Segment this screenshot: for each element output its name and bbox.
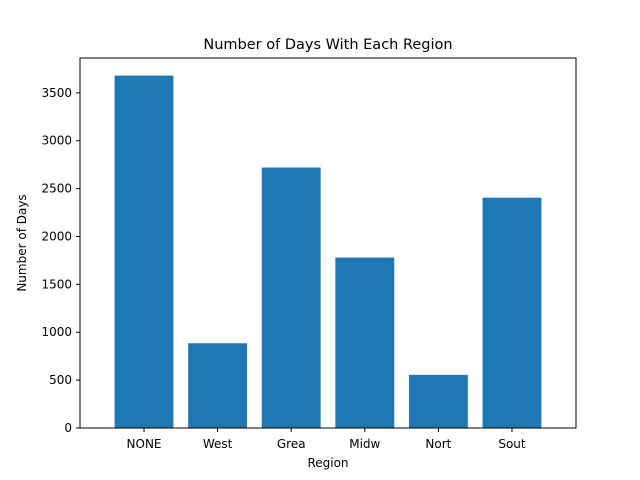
y-tick-label: 3000 (41, 134, 72, 148)
bars-group (114, 75, 542, 429)
x-tick-label: Grea (277, 437, 306, 451)
bar-west (188, 343, 248, 428)
y-axis-label: Number of Days (15, 194, 29, 291)
x-tick-label: Nort (425, 437, 451, 451)
y-tick-label: 2500 (41, 182, 72, 196)
x-tick-label: NONE (127, 437, 162, 451)
y-axis-ticks: 0 500 1000 1500 2000 2500 3000 3500 (41, 86, 80, 435)
bar-nort (408, 374, 468, 428)
x-axis-label: Region (307, 456, 348, 470)
chart-title: Number of Days With Each Region (203, 37, 452, 53)
y-tick-label: 2000 (41, 229, 72, 243)
y-tick-label: 1500 (41, 277, 72, 291)
y-tick-label: 0 (64, 421, 72, 435)
y-tick-label: 3500 (41, 86, 72, 100)
bar-none (114, 75, 174, 428)
bar-sout (482, 197, 542, 428)
x-tick-label: West (203, 437, 233, 451)
y-tick-label: 500 (49, 373, 72, 387)
y-tick-label: 1000 (41, 325, 72, 339)
bar-midw (335, 257, 395, 428)
plot-frame (79, 57, 577, 429)
x-tick-label: Midw (349, 437, 380, 451)
bar-grea (261, 167, 321, 429)
x-tick-label: Sout (498, 437, 526, 451)
x-axis-ticks: NONE West Grea Midw Nort Sout (127, 428, 526, 451)
